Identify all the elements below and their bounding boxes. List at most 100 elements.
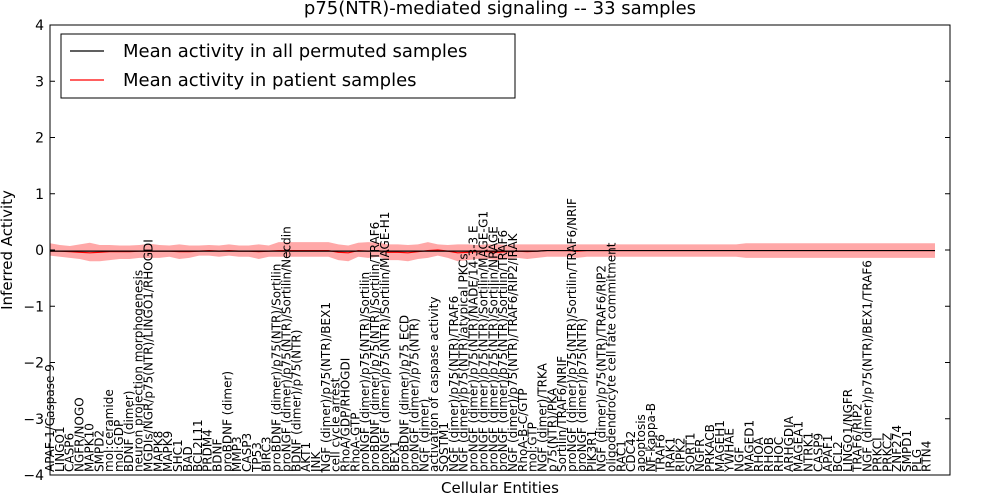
- entity-label: MMP3: [230, 436, 244, 472]
- entity-label: NGF (dimer)/p75(NTR)/atypical PKCs: [457, 253, 471, 472]
- entity-label: MAGEA1: [792, 421, 806, 472]
- entity-label: mol:ceramide: [102, 389, 116, 472]
- entity-label: RHOC: [772, 437, 786, 472]
- y-tick-label: 0: [35, 243, 44, 259]
- entity-label: proNGF (dimer)/p75(NTR)/NADE/14-3-3 E: [467, 225, 481, 472]
- entity-label: cell cycle arrest: [329, 377, 343, 472]
- entity-label: BDNF: [210, 439, 224, 472]
- y-tick-label: 4: [35, 18, 44, 34]
- entity-label: PIK3R1: [585, 430, 599, 472]
- series-line-permuted: [50, 249, 935, 252]
- entity-label: PRKCI: [870, 437, 884, 472]
- entity-label: PLG: [910, 449, 924, 472]
- entity-label: MAGED1: [742, 420, 756, 472]
- entity-label: proBDNF (dimer): [220, 371, 234, 472]
- entity-label: proNGF (dimer)/p75(NTR)/Sortilin/MAGE-G1: [476, 211, 490, 472]
- entity-label: RAC1: [614, 440, 628, 472]
- y-tick-label: 1: [35, 187, 44, 203]
- entity-label: NGF (dimer)/p75(NTR)/TRAF6: [447, 296, 461, 472]
- y-tick-label: −2: [23, 356, 44, 372]
- entity-label: TRAF6: [654, 434, 668, 473]
- entity-label: RHOA: [752, 436, 766, 472]
- legend-label-permuted: Mean activity in all permuted samples: [123, 41, 467, 62]
- entity-label: SORT1: [683, 433, 697, 473]
- entity-label: CASP9: [811, 433, 825, 472]
- entity-label: proBDNF (dimer)/p75 ECD: [398, 315, 412, 472]
- entity-label: NTRK1: [801, 432, 815, 472]
- entity-label: NGF (dimer)/TRKA: [536, 362, 550, 472]
- entity-label: ZNF274: [890, 425, 904, 472]
- entity-label: SHC1: [171, 439, 185, 472]
- y-tick-label: 3: [35, 74, 44, 90]
- entity-label: oligodendrocyte cell fate commitment: [604, 242, 618, 472]
- entity-label: NGF: [733, 447, 747, 472]
- entity-label: BDNF (dimer)/p75(NTR): [289, 330, 303, 472]
- entity-label: RhoA/GDP/RHOGDI: [339, 358, 353, 472]
- entity-label: BCL2L11: [191, 419, 205, 472]
- entity-label: APAF1: [821, 435, 835, 472]
- entity-label: YWHAE: [723, 428, 737, 473]
- y-tick-label: −1: [23, 299, 44, 315]
- entity-label: MAGEH1: [713, 420, 727, 472]
- y-axis-ticks: −4 −3 −2 −1 0 1 2 3 4: [23, 18, 950, 484]
- entity-label: proNGF (dimer)/p75(NTR)/Sortilin/NRAGE: [486, 226, 500, 472]
- entity-label: NGFR/NOGO: [73, 397, 87, 472]
- entity-label: activation of caspase activity: [427, 297, 441, 472]
- entity-label: NGF (dimer)/p75(NTR)/TRAF6/RIP2: [595, 265, 609, 472]
- entity-label: IRAK1: [664, 437, 678, 472]
- entity-label: NGF (dimer)/p75(NTR)/BEX1: [319, 302, 333, 472]
- entity-label: p75(NTR)/PKA: [545, 387, 559, 472]
- entity-label: CASP6: [63, 433, 77, 472]
- legend-label-patient: Mean activity in patient samples: [123, 70, 417, 91]
- entity-label: NF-kappa-B: [644, 403, 658, 472]
- entity-label: BAD: [181, 446, 195, 472]
- entity-label: Sortilin/TRAF6/NRIF: [555, 356, 569, 472]
- entity-label: CASP3: [240, 433, 254, 472]
- entity-label: NGF (dimer)/p75(NTR)/TRAF6/RIP2/IRAK: [506, 232, 520, 472]
- x-axis-label: Cellular Entities: [441, 479, 559, 497]
- entity-label: BEX1: [388, 440, 402, 472]
- entity-label: BCL2: [831, 441, 845, 472]
- entity-label: RIPK2: [673, 437, 687, 472]
- entity-label: RTN4: [920, 441, 934, 472]
- entity-label: JNK: [309, 450, 323, 473]
- entity-label: MAPK10: [82, 423, 96, 472]
- entity-label: TP53: [250, 442, 264, 473]
- entity-label: PRKCZ: [880, 433, 894, 472]
- entity-label: SQSTM1: [437, 422, 451, 472]
- legend: Mean activity in all permuted samples Me…: [60, 33, 516, 99]
- entity-label: NGF (dimer)/p75(NTR)/BEX1/TRAF6: [861, 260, 875, 472]
- entity-label: BIRC3: [260, 436, 274, 472]
- entity-label: proNGF (dimer)/p75(NTR): [407, 318, 421, 472]
- legend-box: [60, 33, 516, 99]
- entity-label: proBDNF (dimer)/p75(NTR)/Sortilin/TRAF6: [368, 222, 382, 472]
- entity-label: MAPK8: [151, 431, 165, 472]
- entity-label: RHOB: [762, 437, 776, 472]
- entity-label: LINGO1/NGFR: [841, 389, 855, 472]
- entity-label: neuron projection morphogenesis: [132, 270, 146, 472]
- entity-label: MAPK9: [161, 431, 175, 472]
- entity-label: TRAF6/RIP2: [851, 403, 865, 473]
- entity-label: proBDNF (dimer)/p75(NTR)/Sortilin: [270, 264, 284, 472]
- entity-label: APAF-1/Caspase 9: [43, 364, 57, 472]
- entity-label: proNGF (dimer)/p75(NTR)/Sortilin/Necdin: [279, 226, 293, 472]
- y-tick-label: −3: [23, 412, 44, 428]
- entity-label: SMPD1: [900, 430, 914, 472]
- entity-label: mol:GDP: [112, 420, 126, 472]
- entity-label: RhoA-B-C/GTP: [516, 388, 530, 472]
- y-tick-label: 2: [35, 131, 44, 147]
- entity-label: proNGF (dimer)/p75(NTR)/Sortilin/TRAF6: [496, 230, 510, 472]
- entity-label: NGF (dimer): [417, 399, 431, 472]
- y-tick-label: −4: [23, 468, 44, 484]
- entity-label: MGDIs/NGR/p75(NTR)/LINGO1/RHOGDI: [142, 239, 156, 472]
- entity-label: AKT1: [299, 442, 313, 472]
- entity-label: BDNF (dimer): [122, 391, 136, 473]
- entity-label: PRKACB: [703, 424, 717, 472]
- entity-label: apoptosis: [634, 414, 648, 472]
- y-axis-label: Inferred Activity: [0, 190, 16, 310]
- entity-label: proNGF (dimer)/p75(NTR)/Sortilin/MAGE-H1: [378, 212, 392, 472]
- entity-label: LINGO1: [53, 426, 67, 472]
- entity-label: ARHGDIA: [782, 415, 796, 472]
- entity-label: mol:GTP: [526, 422, 540, 472]
